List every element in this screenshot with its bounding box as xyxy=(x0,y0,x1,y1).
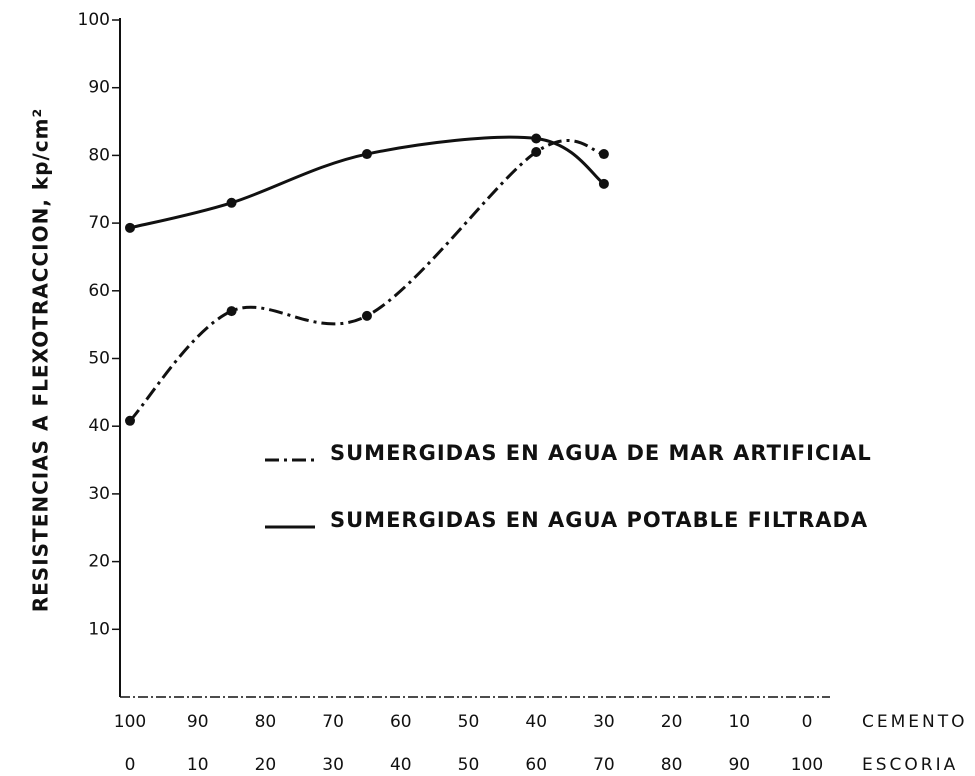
x2-tick-label: 10 xyxy=(728,712,750,732)
y-tick-label: 80 xyxy=(88,145,110,165)
x-tick-label: 30 xyxy=(322,755,344,775)
y-tick-label: 20 xyxy=(88,552,110,572)
series-line xyxy=(128,139,605,422)
y-tick-label: 50 xyxy=(88,349,110,369)
data-point xyxy=(598,178,609,189)
y-tick-label: 30 xyxy=(88,484,110,504)
x-tick-label: 40 xyxy=(390,755,412,775)
x2-tick-label: 40 xyxy=(525,712,547,732)
x-tick-label: 100 xyxy=(791,755,823,775)
x-tick-label: 60 xyxy=(525,755,547,775)
x2-tick-label: 100 xyxy=(114,712,146,732)
x2-tick-label: 70 xyxy=(322,712,344,732)
x2-tick-label: 60 xyxy=(390,712,412,732)
x2-tick-label: 90 xyxy=(187,712,209,732)
data-point xyxy=(226,197,237,208)
y-tick-label: 10 xyxy=(88,619,110,639)
data-point xyxy=(361,149,372,160)
x-tick-label: 20 xyxy=(255,755,277,775)
data-point xyxy=(531,133,542,144)
x2-tick-label: 20 xyxy=(661,712,683,732)
data-point xyxy=(125,222,135,233)
x2-tick-label: 30 xyxy=(593,712,615,732)
y-axis-label: RESISTENCIAS A FLEXOTRACCION, kp/cm² xyxy=(29,108,53,613)
x-axis-label: ESCORIA xyxy=(862,755,958,775)
data-point xyxy=(226,306,237,317)
x-tick-label: 10 xyxy=(187,755,209,775)
y-tick-label: 100 xyxy=(78,10,110,30)
legend-label: SUMERGIDAS EN AGUA POTABLE FILTRADA xyxy=(330,508,868,532)
x-tick-label: 90 xyxy=(728,755,750,775)
data-point xyxy=(125,415,135,426)
data-point xyxy=(361,310,372,321)
x-tick-label: 80 xyxy=(661,755,683,775)
y-tick-label: 40 xyxy=(88,416,110,436)
y-tick-label: 70 xyxy=(88,213,110,233)
data-point xyxy=(598,149,609,160)
data-point xyxy=(531,147,542,158)
y-tick-label: 60 xyxy=(88,281,110,301)
x2-axis-label: CEMENTO xyxy=(862,712,968,732)
x-tick-label: 0 xyxy=(125,755,136,775)
legend-label: SUMERGIDAS EN AGUA DE MAR ARTIFICIAL xyxy=(330,441,872,465)
x-tick-label: 70 xyxy=(593,755,615,775)
x2-tick-label: 50 xyxy=(458,712,480,732)
x2-tick-label: 80 xyxy=(255,712,277,732)
x2-tick-label: 0 xyxy=(802,712,813,732)
y-tick-label: 90 xyxy=(88,78,110,98)
x-tick-label: 50 xyxy=(458,755,480,775)
